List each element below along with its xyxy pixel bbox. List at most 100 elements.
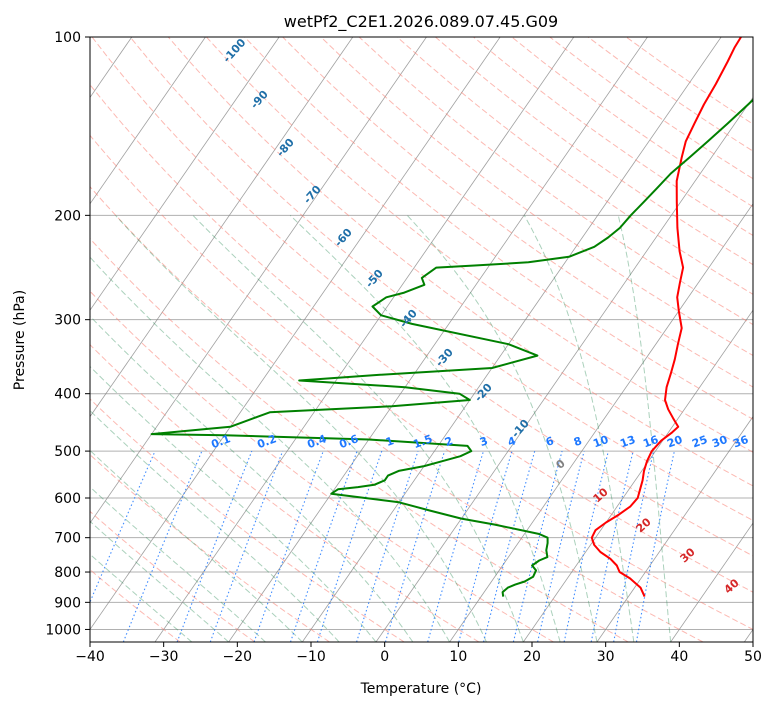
- dry-adiabat-line: [90, 134, 753, 630]
- mixing-ratio-label: 6: [544, 434, 556, 449]
- mixing-ratio-label: 1: [384, 434, 396, 449]
- moist-adiabat-line: [192, 214, 524, 642]
- mixing-ratio-label: 0.4: [305, 432, 328, 451]
- y-axis: 100 200 300 400 500 600 700 800 900 1000: [45, 30, 90, 638]
- mixing-ratio-label: 30: [710, 433, 729, 451]
- mixing-ratio-line: [176, 450, 253, 642]
- mixing-ratio-line: [356, 450, 419, 642]
- y-tick-label: 400: [54, 387, 81, 403]
- y-tick-label: 200: [54, 208, 81, 224]
- mixing-ratio-line: [512, 450, 563, 642]
- moist-adiabat-line: [90, 365, 377, 642]
- moist-adiabat-line: [617, 215, 672, 642]
- isotherm-line: [670, 522, 753, 642]
- y-tick-label: 1000: [45, 622, 81, 638]
- moist-adiabat-line: [90, 449, 303, 642]
- dry-adiabat-line: [282, 37, 753, 388]
- mixing-ratio-line: [563, 450, 609, 642]
- dry-adiabat-line: [90, 343, 480, 642]
- isotherm-line: [0, 37, 58, 642]
- plot-background: [90, 37, 753, 642]
- y-tick-label: 100: [54, 30, 81, 46]
- x-tick-label: 30: [597, 649, 615, 665]
- x-tick-label: −20: [223, 649, 253, 665]
- y-tick-label: 600: [54, 491, 81, 507]
- mixing-ratio-line: [90, 450, 156, 604]
- mixing-ratio-line: [590, 450, 634, 642]
- mixing-ratio-line: [458, 450, 513, 642]
- moist-adiabat-line: [90, 486, 266, 642]
- mixing-ratio-label: 1.5: [411, 432, 434, 451]
- mixing-ratio-line: [122, 450, 203, 642]
- x-tick-label: −10: [296, 649, 326, 665]
- mixing-ratio-line: [209, 450, 284, 642]
- x-tick-label: 0: [380, 649, 389, 665]
- x-tick-label: 20: [523, 649, 541, 665]
- mixing-ratio-label: 8: [572, 434, 584, 449]
- x-tick-label: 50: [744, 649, 762, 665]
- y-tick-label: 500: [54, 444, 81, 460]
- isotherm-line: [90, 37, 280, 311]
- moist-adiabat-line: [289, 214, 561, 642]
- mixing-ratio-label: 36: [731, 433, 750, 451]
- temperature-profile: [590, 37, 742, 598]
- series-layer: [150, 37, 753, 598]
- dewpoint-profile: [150, 98, 753, 597]
- mixing-ratio-label: 20: [665, 433, 684, 451]
- moist-adiabat-line: [115, 214, 487, 642]
- isotherm-line: [90, 37, 354, 418]
- x-tick-label: −30: [149, 649, 179, 665]
- moist-adiabat-line: [90, 315, 414, 642]
- dry-adiabat-line: [90, 398, 405, 642]
- x-tick-label: 40: [670, 649, 688, 665]
- dry-adiabat-line: [90, 237, 629, 642]
- mixing-ratio-label: 3: [478, 434, 490, 449]
- isotherm-line: [90, 37, 206, 205]
- mixing-ratio-line: [384, 450, 446, 642]
- mixing-ratio-line: [427, 450, 485, 642]
- isotherm-line: [375, 96, 753, 642]
- mixing-ratio-line: [316, 450, 383, 642]
- moist-adiabat-line: [406, 214, 598, 642]
- moist-adiabat-line: [90, 553, 193, 642]
- mixing-ratio-label: 16: [641, 433, 660, 451]
- x-axis: −40 −30 −20 −10 0 10 20 30 40 50: [75, 642, 762, 665]
- dry-adiabat-line: [90, 290, 554, 642]
- dry-adiabat-line: [167, 37, 753, 487]
- mixing-ratio-line: [537, 450, 585, 642]
- mixing-ratio-label: 10: [591, 433, 610, 451]
- mixing-ratio-line: [483, 450, 536, 642]
- isotherm-line: [154, 37, 575, 642]
- y-tick-label: 700: [54, 531, 81, 547]
- mixing-ratio-label: 0.1: [209, 432, 232, 451]
- dry-adiabat-line: [129, 37, 753, 522]
- chart-title: wetPf2_C2E1.2026.089.07.45.G09: [284, 12, 558, 32]
- isotherm-line: [228, 37, 648, 642]
- mixing-ratio-label: 0.6: [337, 432, 360, 451]
- moist-adiabat-line: [523, 215, 635, 642]
- dry-adiabat-line: [90, 568, 181, 642]
- dry-adiabat-line: [91, 37, 753, 557]
- isotherm-line: [596, 415, 753, 642]
- dry-adiabat-line: [320, 37, 753, 357]
- x-axis-label: Temperature (°C): [360, 681, 482, 697]
- mixing-ratio-label: 4: [506, 434, 518, 449]
- x-tick-label: 10: [449, 649, 467, 665]
- isotherm-line: [90, 37, 427, 524]
- mixing-ratio-label: 25: [690, 433, 709, 450]
- moist-adiabat-line: [90, 256, 451, 642]
- dry-adiabat-line: [396, 37, 753, 295]
- mixing-ratio-line: [253, 450, 324, 642]
- y-axis-label: Pressure (hPa): [12, 290, 28, 390]
- mixing-ratio-label: 13: [618, 433, 637, 450]
- isotherm-line: [449, 203, 753, 642]
- x-tick-label: −40: [75, 649, 105, 665]
- y-tick-label: 800: [54, 565, 81, 581]
- y-tick-label: 900: [54, 595, 81, 611]
- plot-frame: [89, 36, 754, 643]
- dry-adiabat-line: [244, 37, 753, 420]
- y-tick-label: 300: [54, 313, 81, 329]
- moist-adiabat-line: [90, 520, 229, 642]
- dry-adiabat-line: [90, 83, 753, 593]
